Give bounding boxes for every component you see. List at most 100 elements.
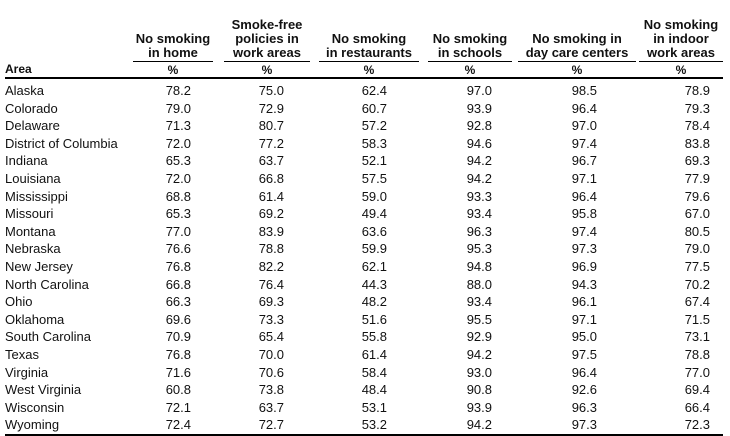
value-cell: 93.9 xyxy=(466,100,492,116)
value-cell: 72.0 xyxy=(165,170,191,186)
value-cell: 63.6 xyxy=(361,223,387,239)
value-cell: 76.8 xyxy=(165,258,191,274)
col-header-restaurants: No smoking in restaurants % xyxy=(319,32,419,77)
area-name: Wyoming xyxy=(5,417,60,433)
area-name: Wisconsin xyxy=(5,399,65,415)
table-row: West Virginia 60.8 73.8 48.4 90.8 92.6 69.4 xyxy=(5,381,723,399)
value-cell: 53.2 xyxy=(361,417,387,433)
value-cell: 78.9 xyxy=(684,83,710,98)
value-cell: 65.3 xyxy=(165,206,191,222)
col-unit-home: % xyxy=(167,63,179,77)
area-name: Indiana xyxy=(5,153,48,169)
value-cell: 70.2 xyxy=(684,276,710,292)
col-title-work-policies: Smoke-free policies in work areas xyxy=(224,18,310,62)
value-cell: 93.9 xyxy=(466,399,492,415)
value-cell: 80.5 xyxy=(684,223,710,239)
value-cell: 44.3 xyxy=(361,276,387,292)
area-name: District of Columbia xyxy=(5,135,118,151)
value-cell: 83.8 xyxy=(684,135,710,151)
value-cell: 96.4 xyxy=(571,364,597,380)
value-cell: 93.3 xyxy=(466,188,492,204)
value-cell: 97.0 xyxy=(466,83,492,98)
value-cell: 69.3 xyxy=(684,153,710,169)
value-cell: 61.4 xyxy=(361,346,387,362)
table-row: Ohio 66.3 69.3 48.2 93.4 96.1 67.4 xyxy=(5,293,723,311)
value-cell: 69.4 xyxy=(684,382,710,398)
value-cell: 70.0 xyxy=(258,346,284,362)
table-header: Area No smoking in home % Smoke-free pol… xyxy=(5,4,723,79)
value-cell: 60.8 xyxy=(165,382,191,398)
value-cell: 79.6 xyxy=(684,188,710,204)
value-cell: 93.4 xyxy=(466,206,492,222)
area-name: Louisiana xyxy=(5,170,61,186)
value-cell: 69.2 xyxy=(258,206,284,222)
value-cell: 66.8 xyxy=(165,276,191,292)
value-cell: 72.4 xyxy=(165,417,191,433)
value-cell: 58.4 xyxy=(361,364,387,380)
area-column-header: Area xyxy=(5,62,32,76)
value-cell: 75.0 xyxy=(258,83,284,98)
value-cell: 59.0 xyxy=(361,188,387,204)
value-cell: 98.5 xyxy=(571,83,597,98)
value-cell: 95.5 xyxy=(466,311,492,327)
value-cell: 66.8 xyxy=(258,170,284,186)
value-cell: 96.4 xyxy=(571,188,597,204)
table-row: Mississippi 68.8 61.4 59.0 93.3 96.4 79.6 xyxy=(5,188,723,206)
col-header-work-policies: Smoke-free policies in work areas % xyxy=(224,18,310,77)
value-cell: 48.2 xyxy=(361,294,387,310)
value-cell: 92.9 xyxy=(466,329,492,345)
col-unit-restaurants: % xyxy=(363,63,375,77)
value-cell: 95.3 xyxy=(466,241,492,257)
value-cell: 77.0 xyxy=(684,364,710,380)
value-cell: 96.4 xyxy=(571,100,597,116)
value-cell: 73.1 xyxy=(684,329,710,345)
value-cell: 67.4 xyxy=(684,294,710,310)
col-unit-work-policies: % xyxy=(261,63,273,77)
col-header-day-care: No smoking in day care centers % xyxy=(518,32,636,77)
data-table: Area No smoking in home % Smoke-free pol… xyxy=(5,4,723,436)
value-cell: 69.6 xyxy=(165,311,191,327)
col-header-schools: No smoking in schools % xyxy=(428,32,512,77)
area-name: New Jersey xyxy=(5,258,73,274)
value-cell: 49.4 xyxy=(361,206,387,222)
area-name: Nebraska xyxy=(5,241,61,257)
area-name: Virginia xyxy=(5,364,49,380)
value-cell: 97.1 xyxy=(571,170,597,186)
value-cell: 71.6 xyxy=(165,364,191,380)
col-unit-day-care: % xyxy=(571,63,583,77)
value-cell: 61.4 xyxy=(258,188,284,204)
value-cell: 62.1 xyxy=(361,258,387,274)
area-name: Mississippi xyxy=(5,188,68,204)
value-cell: 97.0 xyxy=(571,118,597,134)
value-cell: 94.6 xyxy=(466,135,492,151)
value-cell: 76.6 xyxy=(165,241,191,257)
value-cell: 71.3 xyxy=(165,118,191,134)
value-cell: 72.1 xyxy=(165,399,191,415)
value-cell: 97.3 xyxy=(571,417,597,433)
value-cell: 70.9 xyxy=(165,329,191,345)
value-cell: 73.3 xyxy=(258,311,284,327)
area-name: Missouri xyxy=(5,206,54,222)
table-row: South Carolina 70.9 65.4 55.8 92.9 95.0 73.1 xyxy=(5,328,723,346)
value-cell: 97.5 xyxy=(571,346,597,362)
value-cell: 80.7 xyxy=(258,118,284,134)
value-cell: 77.5 xyxy=(684,258,710,274)
col-title-indoor-work: No smoking in indoor work areas xyxy=(639,18,723,62)
value-cell: 92.8 xyxy=(466,118,492,134)
area-name: North Carolina xyxy=(5,276,89,292)
value-cell: 96.1 xyxy=(571,294,597,310)
table-row: Alaska 78.2 75.0 62.4 97.0 98.5 78.9 xyxy=(5,82,723,100)
table-row: Wisconsin 72.1 63.7 53.1 93.9 96.3 66.4 xyxy=(5,399,723,417)
value-cell: 72.9 xyxy=(258,100,284,116)
area-name: Oklahoma xyxy=(5,311,65,327)
area-name: Delaware xyxy=(5,118,60,134)
value-cell: 57.5 xyxy=(361,170,387,186)
value-cell: 76.8 xyxy=(165,346,191,362)
value-cell: 82.2 xyxy=(258,258,284,274)
value-cell: 88.0 xyxy=(466,276,492,292)
area-name: Alaska xyxy=(5,83,45,98)
area-name: Texas xyxy=(5,346,39,362)
table-row: Indiana 65.3 63.7 52.1 94.2 96.7 69.3 xyxy=(5,152,723,170)
value-cell: 77.0 xyxy=(165,223,191,239)
value-cell: 79.0 xyxy=(165,100,191,116)
